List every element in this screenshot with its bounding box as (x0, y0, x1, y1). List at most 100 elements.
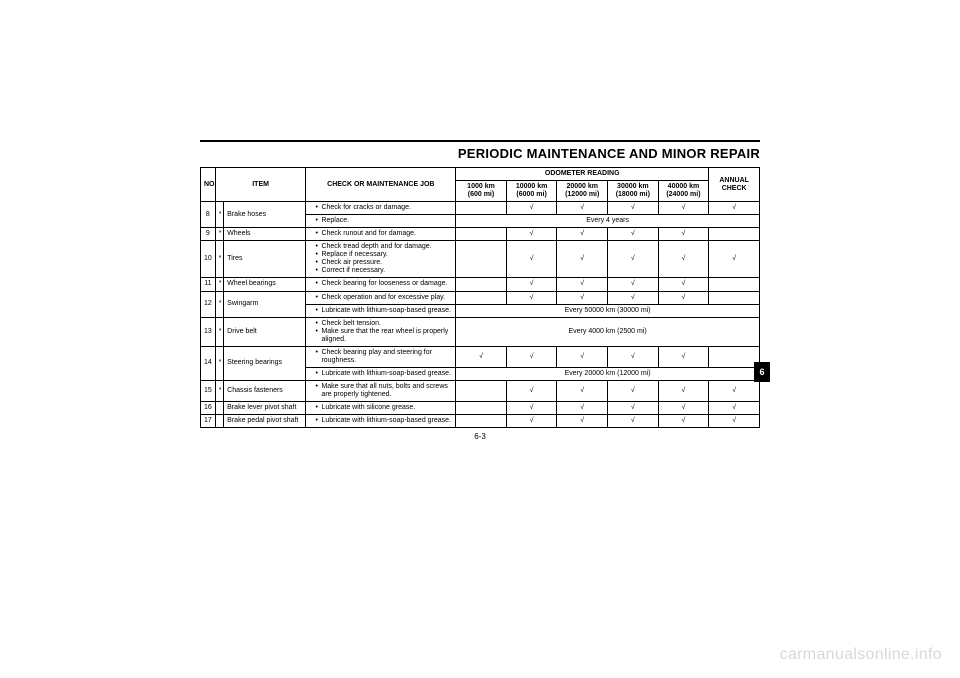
job-item: Correct if necessary. (315, 267, 452, 275)
cell-no: 9 (201, 228, 216, 241)
cell-item: Brake pedal pivot shaft (224, 415, 306, 428)
cell-check: √ (506, 241, 557, 278)
cell-check: √ (709, 380, 760, 401)
cell-job: Replace. (306, 215, 456, 228)
cell-job: Check for cracks or damage. (306, 202, 456, 215)
cell-star: * (215, 317, 223, 346)
cell-no: 8 (201, 202, 216, 228)
cell-no: 15 (201, 380, 216, 401)
hdr-odometer-col: 20000 km(12000 mi) (557, 181, 608, 202)
cell-check (456, 202, 507, 215)
content-area: PERIODIC MAINTENANCE AND MINOR REPAIR NO… (200, 140, 760, 441)
job-item: Lubricate with silicone grease. (315, 404, 452, 412)
job-item: Check bearing play and steering for roug… (315, 349, 452, 365)
cell-item: Wheel bearings (224, 278, 306, 291)
cell-check: √ (506, 415, 557, 428)
cell-job: Lubricate with silicone grease. (306, 401, 456, 414)
cell-check (456, 291, 507, 304)
cell-job: Check operation and for excessive play. (306, 291, 456, 304)
cell-check: √ (608, 346, 659, 367)
cell-check: √ (658, 278, 709, 291)
cell-check: √ (658, 346, 709, 367)
cell-job: Check tread depth and for damage.Replace… (306, 241, 456, 278)
cell-check: √ (608, 401, 659, 414)
cell-check: √ (608, 291, 659, 304)
cell-item: Brake lever pivot shaft (224, 401, 306, 414)
table-row: 11*Wheel bearings Check bearing for loose… (201, 278, 760, 291)
cell-check: √ (658, 228, 709, 241)
table-row: 13*Drive beltCheck belt tension.Make sur… (201, 317, 760, 346)
cell-check (456, 241, 507, 278)
cell-item: Swingarm (224, 291, 306, 317)
maintenance-table: NO. ITEM CHECK OR MAINTENANCE JOB ODOMET… (200, 167, 760, 428)
hdr-item: ITEM (215, 168, 306, 202)
cell-check (709, 278, 760, 291)
cell-check: √ (557, 278, 608, 291)
cell-item: Wheels (224, 228, 306, 241)
table-row: 14*Steering bearingsCheck bearing play a… (201, 346, 760, 367)
cell-check: √ (506, 202, 557, 215)
cell-job: Check bearing play and steering for roug… (306, 346, 456, 367)
hdr-odometer-col: 10000 km(6000 mi) (506, 181, 557, 202)
cell-interval: Every 20000 km (12000 mi) (456, 367, 760, 380)
cell-check: √ (608, 241, 659, 278)
cell-check (709, 291, 760, 304)
cell-check: √ (658, 401, 709, 414)
hdr-annual: ANNUAL CHECK (709, 168, 760, 202)
cell-check: √ (658, 380, 709, 401)
cell-job: Check runout and for damage. (306, 228, 456, 241)
cell-no: 10 (201, 241, 216, 278)
cell-check: √ (658, 241, 709, 278)
cell-check: √ (506, 401, 557, 414)
cell-star (215, 415, 223, 428)
job-item: Make sure that the rear wheel is properl… (315, 328, 452, 344)
job-item: Make sure that all nuts, bolts and screw… (315, 383, 452, 399)
cell-check (709, 346, 760, 367)
cell-check: √ (557, 401, 608, 414)
cell-check: √ (608, 202, 659, 215)
job-item: Check air pressure. (315, 259, 452, 267)
page: PERIODIC MAINTENANCE AND MINOR REPAIR NO… (0, 0, 960, 678)
cell-item: Chassis fasteners (224, 380, 306, 401)
cell-check: √ (557, 415, 608, 428)
cell-check: √ (608, 228, 659, 241)
hdr-odometer-col: 1000 km(600 mi) (456, 181, 507, 202)
cell-star: * (215, 291, 223, 317)
table-row: 17Brake pedal pivot shaftLubricate with … (201, 415, 760, 428)
cell-star: * (215, 346, 223, 380)
cell-interval: Every 50000 km (30000 mi) (456, 304, 760, 317)
cell-job: Lubricate with lithium-soap-based grease… (306, 304, 456, 317)
table-row: 15*Chassis fastenersMake sure that all n… (201, 380, 760, 401)
cell-star: * (215, 228, 223, 241)
cell-item: Steering bearings (224, 346, 306, 380)
cell-check: √ (658, 415, 709, 428)
table-header: NO. ITEM CHECK OR MAINTENANCE JOB ODOMET… (201, 168, 760, 202)
job-item: Check bearing for looseness or damage. (315, 280, 452, 288)
cell-check: √ (608, 415, 659, 428)
page-title: PERIODIC MAINTENANCE AND MINOR REPAIR (200, 140, 760, 161)
cell-check: √ (608, 380, 659, 401)
table-row: 10*TiresCheck tread depth and for damage… (201, 241, 760, 278)
cell-no: 11 (201, 278, 216, 291)
job-item: Replace if necessary. (315, 251, 452, 259)
cell-item: Drive belt (224, 317, 306, 346)
cell-check: √ (658, 291, 709, 304)
cell-no: 14 (201, 346, 216, 380)
job-item: Check belt tension. (315, 320, 452, 328)
cell-check: √ (709, 202, 760, 215)
job-item: Replace. (315, 217, 452, 225)
cell-check (456, 278, 507, 291)
cell-check: √ (709, 241, 760, 278)
job-item: Check for cracks or damage. (315, 204, 452, 212)
cell-check: √ (709, 401, 760, 414)
cell-star: * (215, 278, 223, 291)
cell-check (709, 228, 760, 241)
hdr-odometer-col: 40000 km(24000 mi) (658, 181, 709, 202)
cell-star (215, 401, 223, 414)
cell-interval: Every 4 years (456, 215, 760, 228)
cell-check: √ (557, 346, 608, 367)
job-item: Lubricate with lithium-soap-based grease… (315, 307, 452, 315)
job-item: Check operation and for excessive play. (315, 294, 452, 302)
job-item: Check runout and for damage. (315, 230, 452, 238)
cell-check (456, 228, 507, 241)
